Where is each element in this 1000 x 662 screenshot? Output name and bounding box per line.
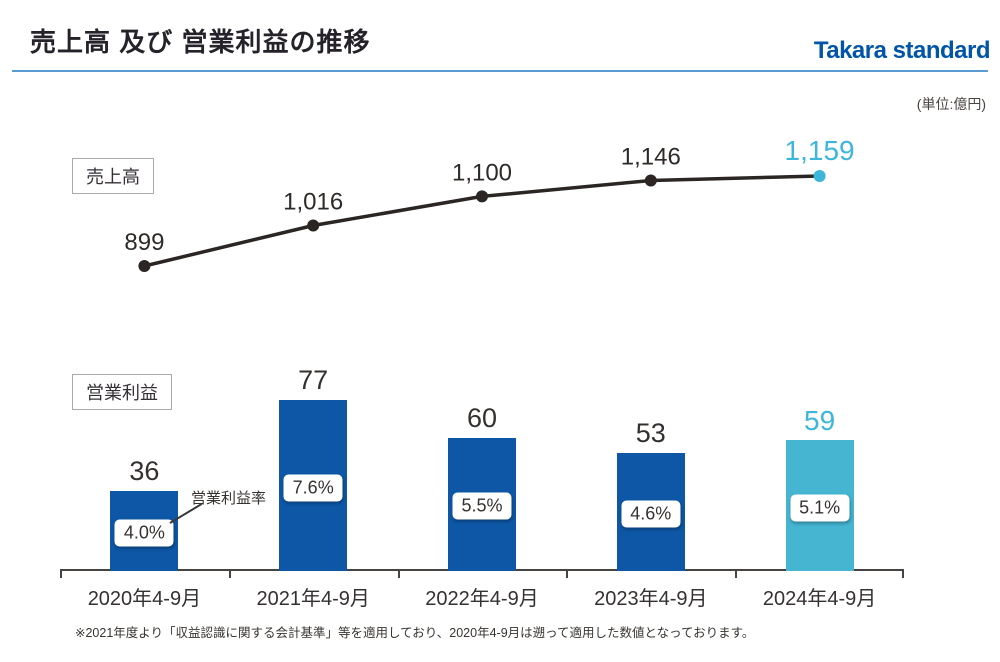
x-axis-label: 2024年4-9月 <box>762 588 877 610</box>
operating-margin-badge: 4.0% <box>114 519 174 547</box>
axis-tick <box>735 570 738 578</box>
profit-bar-value: 53 <box>635 418 666 449</box>
sales-line <box>143 174 820 268</box>
footnote: ※2021年度より「収益認識に関する会計基準」等を適用しており、2020年4-9… <box>75 626 755 640</box>
sales-point <box>476 190 488 203</box>
sales-point-label: 1,100 <box>452 159 512 186</box>
sales-point <box>307 219 320 232</box>
operating-margin-badge: 7.6% <box>283 474 343 502</box>
profit-bar-value: 77 <box>298 365 329 396</box>
axis-tick <box>60 570 62 578</box>
sales-point-label: 1,016 <box>283 189 343 216</box>
axis-tick <box>397 570 400 578</box>
sales-point <box>138 260 151 272</box>
sales-point <box>644 174 657 187</box>
sales-point-label: 899 <box>124 229 164 256</box>
unit-label: (単位:億円) <box>916 96 986 112</box>
profit-bar-value: 36 <box>129 456 160 487</box>
takara-standard-logo: Takara standard <box>813 37 991 64</box>
page-title: 売上高 及び 営業利益の推移 <box>30 27 371 57</box>
title-divider <box>12 70 988 72</box>
sales-point-label: 1,159 <box>785 135 855 166</box>
operating-margin-badge: 5.1% <box>790 494 850 521</box>
profit-series-label: 営業利益 <box>72 374 172 410</box>
x-axis-label: 2023年4-9月 <box>594 588 708 610</box>
sales-point <box>813 170 826 182</box>
sales-point-label: 1,146 <box>621 144 681 171</box>
operating-margin-badge: 5.5% <box>452 492 512 520</box>
profit-bar-value: 60 <box>466 402 498 433</box>
axis-tick <box>566 570 569 578</box>
x-axis-label: 2022年4-9月 <box>425 588 539 610</box>
x-axis-label: 2021年4-9月 <box>256 588 370 610</box>
operating-margin-annotation: 営業利益率 <box>191 490 267 507</box>
operating-margin-badge: 4.6% <box>621 500 681 528</box>
sales-series-label: 売上高 <box>72 158 154 194</box>
x-axis-label: 2020年4-9月 <box>87 588 202 610</box>
axis-tick <box>228 570 231 578</box>
profit-bar-value: 59 <box>804 405 836 437</box>
axis-tick <box>902 570 904 578</box>
